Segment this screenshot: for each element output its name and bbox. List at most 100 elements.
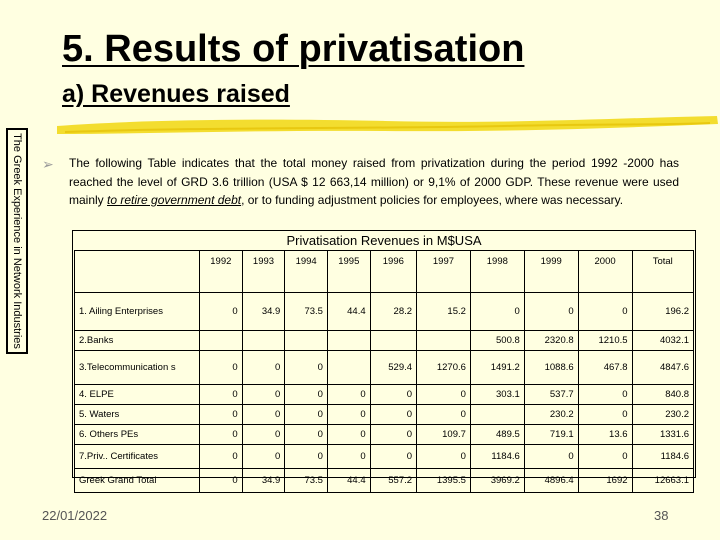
value-cell: 0 <box>284 424 328 445</box>
value-cell: 12663.1 <box>631 468 695 493</box>
slide-title: 5. Results of privatisation <box>62 28 525 70</box>
value-cell: 0 <box>326 384 371 405</box>
table-row: 3.Telecommunication s 0 0 0 529.4 1270.6 1491.… <box>74 350 695 385</box>
vertical-side-label-box: The Greek Experience in Network Industri… <box>6 128 28 354</box>
value-cell <box>469 404 525 425</box>
side-label-text: The Greek Experience in Network Industri… <box>11 133 23 349</box>
value-cell: 0 <box>369 404 418 425</box>
value-cell: 1184.6 <box>469 444 525 469</box>
value-cell: 0 <box>199 444 243 469</box>
value-cell: 109.7 <box>416 424 471 445</box>
row-label-cell: 6. Others PEs <box>74 424 200 445</box>
value-cell: 0 <box>577 384 633 405</box>
value-cell: 0 <box>523 292 579 331</box>
value-cell: 196.2 <box>631 292 695 331</box>
value-cell: 1088.6 <box>523 350 579 385</box>
value-cell: 537.7 <box>523 384 579 405</box>
value-cell: 0 <box>241 444 286 469</box>
column-header: 1992 <box>199 250 243 293</box>
value-cell: 0 <box>241 350 286 385</box>
value-cell: 13.6 <box>577 424 633 445</box>
column-header: 2000 <box>577 250 633 293</box>
value-cell <box>369 330 418 351</box>
table-row: 7.Priv.. Certificates 0 0 0 0 0 0 1184.6 0 0 1184.… <box>74 444 695 469</box>
value-cell: 0 <box>284 350 328 385</box>
value-cell: 0 <box>241 384 286 405</box>
value-cell: 0 <box>577 404 633 425</box>
value-cell: 0 <box>416 444 471 469</box>
value-cell <box>199 330 243 351</box>
revenue-table: 1992 1993 1994 1995 1996 1997 1998 1999 … <box>74 250 695 493</box>
value-cell: 34.9 <box>241 292 286 331</box>
value-cell: 0 <box>577 444 633 469</box>
value-cell: 1270.6 <box>416 350 471 385</box>
value-cell: 0 <box>326 444 371 469</box>
value-cell: 529.4 <box>369 350 418 385</box>
value-cell: 44.4 <box>326 468 371 493</box>
value-cell: 3969.2 <box>469 468 525 493</box>
value-cell: 73.5 <box>284 292 328 331</box>
value-cell: 0 <box>369 444 418 469</box>
slide-date: 22/01/2022 <box>42 508 108 523</box>
row-label-cell: 1. Ailing Enterprises <box>74 292 200 331</box>
value-cell <box>326 330 371 351</box>
value-cell <box>326 350 371 385</box>
value-cell: 0 <box>199 350 243 385</box>
table-row: 2.Banks 500.8 2320.8 1210.5 4032.1 <box>74 330 695 351</box>
value-cell: 500.8 <box>469 330 525 351</box>
value-cell: 0 <box>241 424 286 445</box>
column-header: 1993 <box>241 250 286 293</box>
column-header: 1996 <box>369 250 418 293</box>
paragraph-emphasis: to retire government debt <box>107 193 242 207</box>
slide-subtitle: a) Revenues raised <box>62 80 290 108</box>
value-cell: 28.2 <box>369 292 418 331</box>
row-label-cell: 5. Waters <box>74 404 200 425</box>
value-cell: 303.1 <box>469 384 525 405</box>
value-cell: 557.2 <box>369 468 418 493</box>
table-row: 5. Waters 0 0 0 0 0 0 230.2 0 230.2 <box>74 404 695 425</box>
column-header: 1998 <box>469 250 525 293</box>
value-cell <box>284 330 328 351</box>
value-cell <box>241 330 286 351</box>
paragraph-text-after: , or to funding adjustment policies for … <box>241 193 624 207</box>
value-cell: 0 <box>369 424 418 445</box>
value-cell: 0 <box>241 404 286 425</box>
table-row: 4. ELPE 0 0 0 0 0 0 303.1 537.7 0 840.8 <box>74 384 695 405</box>
row-label-cell: 2.Banks <box>74 330 200 351</box>
column-header: 1994 <box>284 250 328 293</box>
table-row: Greek Grand Total 0 34.9 73.5 44.4 557.2 1395.… <box>74 468 695 493</box>
value-cell: 0 <box>369 384 418 405</box>
value-cell: 0 <box>199 404 243 425</box>
value-cell: 0 <box>284 444 328 469</box>
table-row: 6. Others PEs 0 0 0 0 0 109.7 489.5 719.1 13.6 133… <box>74 424 695 445</box>
value-cell: 1491.2 <box>469 350 525 385</box>
value-cell: 44.4 <box>326 292 371 331</box>
paragraph-text-before: The following Table indicates that the t… <box>69 156 679 207</box>
value-cell: 489.5 <box>469 424 525 445</box>
row-label-cell: 4. ELPE <box>74 384 200 405</box>
bullet-arrow-icon: ➢ <box>42 156 54 172</box>
value-cell: 1210.5 <box>577 330 633 351</box>
value-cell: 0 <box>416 404 471 425</box>
value-cell: 34.9 <box>241 468 286 493</box>
column-header: Total <box>631 250 695 293</box>
value-cell: 0 <box>523 444 579 469</box>
value-cell: 15.2 <box>416 292 471 331</box>
row-label-cell: Greek Grand Total <box>74 468 200 493</box>
value-cell: 230.2 <box>631 404 695 425</box>
table-header-row: 1992 1993 1994 1995 1996 1997 1998 1999 … <box>74 250 695 293</box>
value-cell: 1692 <box>577 468 633 493</box>
column-header: 1999 <box>523 250 579 293</box>
value-cell: 0 <box>284 384 328 405</box>
value-cell: 0 <box>199 292 243 331</box>
value-cell: 4847.6 <box>631 350 695 385</box>
value-cell: 0 <box>199 468 243 493</box>
value-cell: 0 <box>326 404 371 425</box>
intro-paragraph: The following Table indicates that the t… <box>69 154 679 210</box>
value-cell: 4032.1 <box>631 330 695 351</box>
value-cell: 0 <box>199 384 243 405</box>
value-cell: 1395.5 <box>416 468 471 493</box>
row-label-cell: 3.Telecommunication s <box>74 350 200 385</box>
page-number: 38 <box>654 508 669 523</box>
value-cell: 73.5 <box>284 468 328 493</box>
